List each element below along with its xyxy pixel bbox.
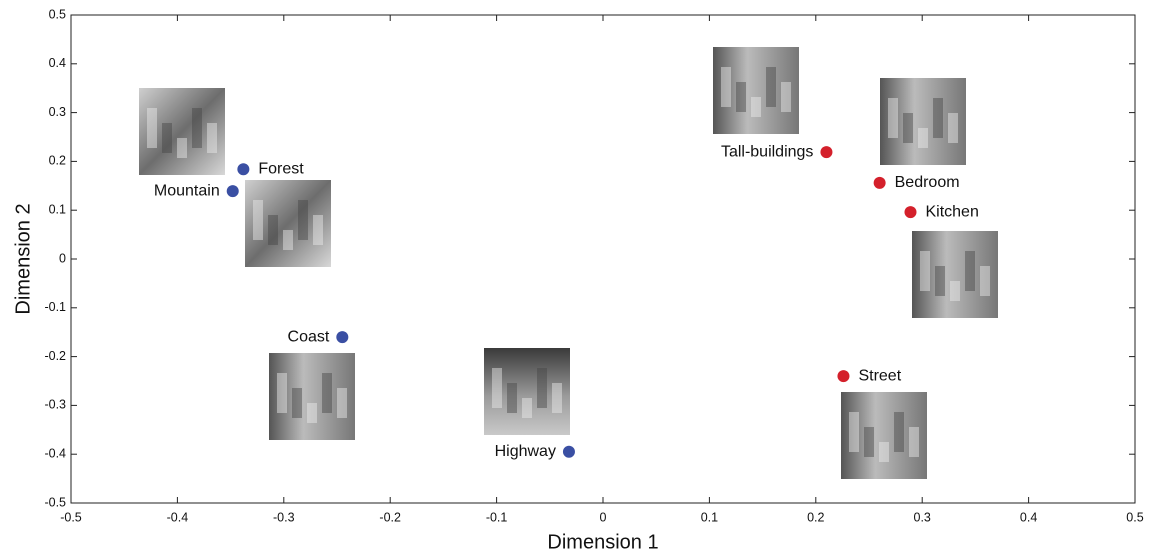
data-point (237, 163, 249, 175)
point-label: Highway (495, 443, 556, 460)
x-tick-label: 0.4 (1020, 510, 1037, 524)
y-tick-label: 0.2 (49, 154, 66, 168)
data-point (904, 206, 916, 218)
y-tick-label: -0.3 (44, 398, 66, 412)
y-tick-label: 0.3 (49, 105, 66, 119)
thumbnail-detail (313, 215, 323, 245)
point-label: Mountain (154, 182, 220, 199)
thumbnail-detail (537, 368, 547, 408)
point-label: Coast (288, 328, 330, 345)
thumbnail-detail (207, 123, 217, 153)
point-label: Bedroom (895, 174, 960, 191)
y-axis-title: Dimension 2 (12, 203, 34, 314)
thumbnail-detail (864, 427, 874, 457)
thumbnail-detail (781, 82, 791, 112)
thumbnail-detail (894, 412, 904, 452)
x-tick-label: -0.2 (379, 510, 401, 524)
x-tick-label: 0 (600, 510, 607, 524)
thumbnail-detail (933, 98, 943, 138)
data-point (874, 177, 886, 189)
thumbnail-detail (253, 200, 263, 240)
data-point (563, 446, 575, 458)
y-tick-label: -0.2 (44, 349, 66, 363)
thumbnail-detail (721, 67, 731, 107)
thumbnail-detail (268, 215, 278, 245)
y-tick-label: -0.5 (44, 495, 66, 509)
chart: Dimension 1 Dimension 2 -0.5 -0.4 -0.3 -0.2… (0, 0, 1153, 555)
thumbnail-detail (849, 412, 859, 452)
thumbnail-detail (292, 388, 302, 418)
x-axis-title: Dimension 1 (547, 531, 658, 553)
thumbnail-detail (337, 388, 347, 418)
data-point (336, 331, 348, 343)
y-tick-label: -0.4 (44, 446, 66, 460)
thumbnail-detail (879, 442, 889, 462)
x-tick-label: -0.1 (486, 510, 508, 524)
thumbnail-detail (162, 123, 172, 153)
thumbnail-detail (909, 427, 919, 457)
thumbnail-detail (552, 383, 562, 413)
thumbnail-detail (751, 97, 761, 117)
y-tick-label: 0.1 (49, 202, 66, 216)
thumbnail-detail (948, 113, 958, 143)
point-label: Forest (258, 160, 304, 177)
x-tick-label: -0.5 (60, 510, 82, 524)
y-tick-label: -0.1 (44, 300, 66, 314)
thumbnail-detail (492, 368, 502, 408)
thumbnail-detail (965, 251, 975, 291)
thumbnail-detail (277, 373, 287, 413)
thumbnail-detail (935, 266, 945, 296)
data-point (837, 370, 849, 382)
thumbnail-detail (950, 281, 960, 301)
thumbnail-detail (507, 383, 517, 413)
x-tick-label: 0.5 (1126, 510, 1143, 524)
point-label: Kitchen (925, 203, 978, 220)
thumbnail-detail (147, 108, 157, 148)
x-tick-label: -0.3 (273, 510, 295, 524)
thumbnail-detail (522, 398, 532, 418)
thumbnail-detail (920, 251, 930, 291)
y-tick-label: 0.5 (49, 7, 66, 21)
thumbnail-detail (322, 373, 332, 413)
x-tick-label: 0.2 (807, 510, 824, 524)
thumbnail-detail (736, 82, 746, 112)
thumbnail-detail (298, 200, 308, 240)
thumbnail-detail (888, 98, 898, 138)
thumbnail-detail (980, 266, 990, 296)
thumbnail-detail (177, 138, 187, 158)
thumbnail-detail (307, 403, 317, 423)
thumbnail-detail (283, 230, 293, 250)
point-label: Tall-buildings (721, 143, 814, 160)
y-tick-label: 0 (59, 251, 66, 265)
data-point (227, 185, 239, 197)
x-tick-label: -0.4 (167, 510, 189, 524)
x-tick-label: 0.1 (701, 510, 718, 524)
data-point (820, 146, 832, 158)
x-tick-label: 0.3 (914, 510, 931, 524)
thumbnail-detail (903, 113, 913, 143)
thumbnail-detail (192, 108, 202, 148)
y-tick-label: 0.4 (49, 56, 66, 70)
point-label: Street (858, 367, 901, 384)
thumbnail-detail (918, 128, 928, 148)
thumbnail-detail (766, 67, 776, 107)
